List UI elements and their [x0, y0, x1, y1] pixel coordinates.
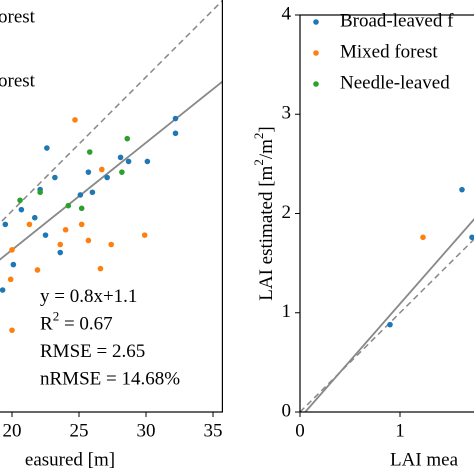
- point: [42, 232, 49, 238]
- one-to-one-line: [0, 0, 223, 225]
- point: [57, 241, 64, 248]
- point: [124, 135, 131, 142]
- point: [98, 166, 105, 173]
- point: [172, 130, 179, 137]
- text-part: RMSE = 2.65: [40, 341, 145, 362]
- point: [44, 145, 50, 151]
- point: [85, 237, 92, 244]
- text-part: R: [40, 314, 53, 335]
- plot-area: [300, 186, 474, 412]
- legend-marker: [313, 19, 319, 25]
- point: [85, 169, 92, 175]
- point: [144, 158, 151, 165]
- annotation: y = 0.8x+1.1: [40, 286, 137, 307]
- point: [65, 202, 72, 209]
- legend-fragment: orest: [0, 70, 36, 91]
- point: [34, 267, 41, 273]
- point: [86, 149, 93, 155]
- point: [117, 154, 124, 161]
- legend-marker: [313, 50, 319, 56]
- point: [141, 232, 148, 238]
- point: [9, 247, 15, 253]
- point: [172, 115, 179, 122]
- point: [108, 241, 114, 248]
- y-tick-label: 4: [282, 3, 292, 24]
- y-tick-label: 1: [282, 301, 292, 322]
- y-tick-label: 0: [282, 400, 292, 421]
- x-tick-label: 20: [3, 420, 22, 441]
- point: [10, 261, 17, 268]
- text-part: /m: [256, 139, 277, 159]
- text-part: ]: [256, 126, 277, 132]
- point: [420, 234, 426, 241]
- x-tick-label: 25: [70, 420, 89, 441]
- point: [31, 214, 38, 221]
- annotation: RMSE = 2.65: [40, 341, 145, 362]
- point: [125, 158, 132, 165]
- x-tick-label: 0: [295, 420, 305, 441]
- point: [26, 221, 33, 228]
- point: [119, 169, 125, 175]
- point: [9, 327, 15, 334]
- superscript: 2: [251, 159, 266, 166]
- one-to-one-line: [300, 238, 474, 412]
- x-axis-label: easured [m]: [25, 449, 115, 470]
- y-tick-label: 2: [282, 202, 292, 223]
- legend-label: Broad-leaved f: [340, 10, 454, 31]
- text-part: y = 0.8x+1.1: [40, 286, 137, 307]
- legend-label: Needle-leaved: [340, 72, 450, 93]
- superscript: 2: [251, 133, 266, 140]
- point: [17, 197, 23, 204]
- point: [2, 221, 9, 228]
- point: [7, 276, 14, 283]
- point: [72, 117, 78, 123]
- point: [37, 189, 43, 196]
- text-part: nRMSE = 14.68%: [40, 369, 180, 390]
- point: [89, 189, 96, 196]
- annotation: nRMSE = 14.68%: [40, 369, 180, 390]
- x-tick-label: 1: [395, 420, 405, 441]
- axes-frame: [0, 0, 223, 413]
- x-tick-label: 30: [137, 420, 156, 441]
- fit-line: [0, 80, 223, 261]
- point: [0, 287, 6, 293]
- point: [387, 321, 393, 328]
- point: [78, 205, 85, 212]
- point: [57, 249, 64, 256]
- x-axis-label: LAI mea: [390, 449, 459, 470]
- point: [459, 186, 465, 193]
- point: [77, 192, 84, 198]
- plot-area: [0, 0, 223, 334]
- legend-label: Mixed forest: [340, 41, 438, 62]
- point: [78, 221, 85, 228]
- point: [62, 226, 69, 233]
- point: [97, 265, 104, 272]
- y-axis-label: LAI estimated [m2/m2]: [251, 126, 277, 300]
- superscript: 2: [53, 309, 60, 324]
- point: [52, 174, 58, 181]
- point: [18, 206, 25, 213]
- fit-line: [304, 217, 474, 412]
- y-tick-label: 3: [282, 103, 292, 124]
- legend-marker: [313, 81, 319, 87]
- point: [104, 174, 110, 181]
- legend-fragment: orest: [0, 6, 36, 27]
- annotation: R2 = 0.67: [40, 309, 113, 335]
- text-part: LAI estimated [m: [256, 165, 277, 300]
- x-tick-label: 35: [204, 420, 223, 441]
- text-part: = 0.67: [59, 314, 112, 335]
- point: [469, 234, 474, 241]
